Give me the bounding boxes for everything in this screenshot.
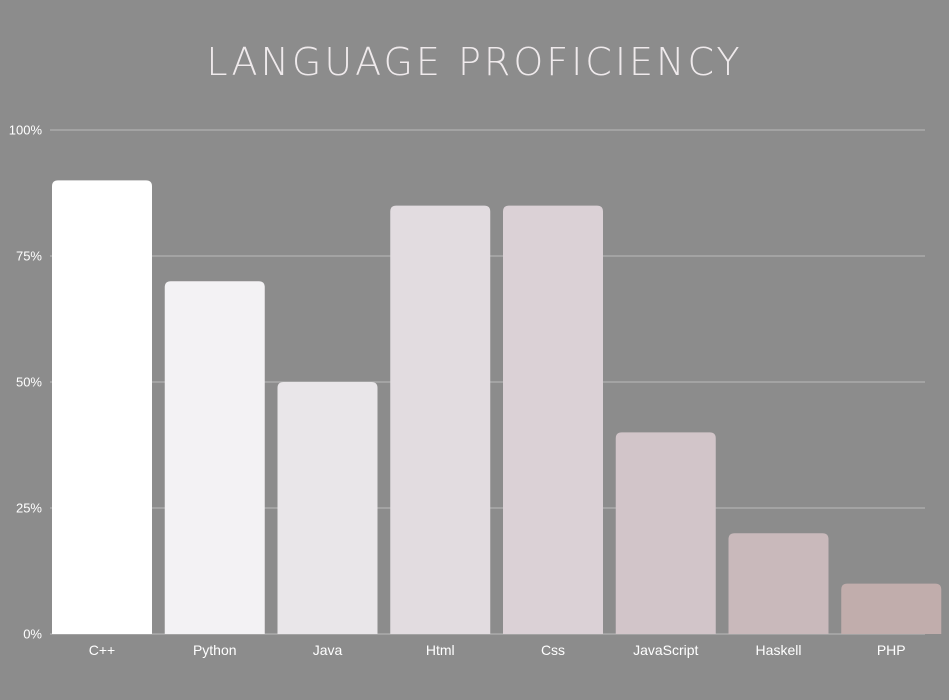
x-category-label: Python [193, 642, 237, 658]
bar-css [503, 205, 603, 634]
x-category-label: C++ [89, 642, 115, 658]
bar-java [277, 382, 378, 634]
bar-python [164, 281, 265, 634]
x-category-label: PHP [877, 642, 906, 658]
x-axis-category-labels: C++ Python Java Html Css JavaScript Haskell PHP [89, 642, 906, 658]
chart-title: LANGUAGE PROFICIENCY [206, 40, 743, 84]
y-tick-label: 100% [9, 123, 43, 138]
bar-javascript [615, 432, 716, 634]
x-category-label: Java [313, 642, 343, 658]
bar-haskell [728, 533, 829, 634]
x-category-label: Css [541, 642, 565, 658]
y-tick-label: 25% [16, 501, 42, 516]
x-category-label: Haskell [756, 642, 802, 658]
bar-c- [52, 180, 152, 634]
y-axis-tick-labels: 0% 25% 50% 75% 100% [9, 123, 43, 642]
x-category-label: JavaScript [633, 642, 698, 658]
y-tick-label: 50% [16, 375, 42, 390]
x-category-label: Html [426, 642, 455, 658]
y-tick-label: 75% [16, 249, 42, 264]
y-tick-label: 0% [23, 627, 42, 642]
bar-html [390, 205, 491, 634]
bar-php [841, 583, 942, 634]
bars [52, 180, 942, 634]
